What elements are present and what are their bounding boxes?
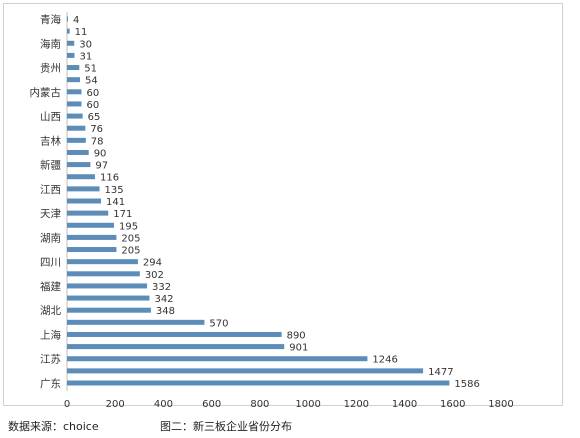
data-label: 97 bbox=[95, 161, 108, 172]
bar bbox=[67, 162, 91, 168]
data-label: 205 bbox=[121, 246, 140, 257]
bar bbox=[67, 89, 82, 95]
bar bbox=[67, 210, 109, 216]
data-label: 90 bbox=[94, 148, 107, 159]
bar bbox=[67, 65, 80, 71]
data-label: 302 bbox=[145, 270, 164, 281]
data-label: 1586 bbox=[454, 379, 479, 390]
data-label: 205 bbox=[121, 233, 140, 244]
bar bbox=[67, 380, 450, 386]
bar bbox=[67, 247, 117, 253]
data-label: 54 bbox=[85, 76, 98, 87]
x-tick-label: 0 bbox=[64, 399, 70, 407]
data-label: 135 bbox=[105, 185, 124, 196]
bar bbox=[67, 186, 100, 192]
data-label: 78 bbox=[91, 136, 104, 147]
bar bbox=[67, 222, 115, 228]
x-tick-label: 1000 bbox=[295, 399, 320, 407]
x-tick-label: 200 bbox=[106, 399, 125, 407]
data-label: 31 bbox=[79, 51, 92, 62]
category-label: 江苏 bbox=[40, 353, 61, 366]
category-label: 新疆 bbox=[40, 159, 61, 172]
data-label: 76 bbox=[90, 124, 103, 135]
category-label: 海南 bbox=[40, 37, 61, 50]
data-label: 890 bbox=[287, 330, 306, 341]
data-label: 11 bbox=[75, 27, 88, 38]
category-label: 内蒙古 bbox=[30, 86, 62, 99]
bar bbox=[67, 77, 81, 83]
bar bbox=[67, 113, 83, 119]
data-label: 30 bbox=[79, 39, 92, 50]
bar bbox=[67, 137, 86, 143]
data-label: 65 bbox=[88, 112, 101, 123]
bar bbox=[67, 125, 86, 131]
bar bbox=[67, 28, 70, 34]
bar bbox=[67, 283, 148, 289]
data-label: 171 bbox=[113, 209, 132, 220]
bar bbox=[67, 101, 82, 107]
x-tick-label: 1200 bbox=[344, 399, 369, 407]
category-label: 湖北 bbox=[40, 305, 61, 317]
bar bbox=[67, 149, 89, 155]
x-tick-label: 600 bbox=[202, 399, 221, 407]
data-label: 1246 bbox=[372, 355, 397, 366]
bar bbox=[67, 174, 95, 180]
data-label: 60 bbox=[86, 88, 99, 99]
category-label: 青海 bbox=[40, 13, 61, 26]
category-label: 吉林 bbox=[40, 134, 61, 147]
bar bbox=[67, 344, 285, 350]
bar bbox=[67, 295, 150, 301]
data-label: 332 bbox=[152, 282, 171, 293]
category-label: 天津 bbox=[40, 208, 61, 220]
figure-caption: 图二：新三板企业省份分布 bbox=[160, 420, 292, 433]
bar bbox=[67, 52, 75, 58]
chart-frame: 4 青海 11 30 海南 31 51 贵州 54 60 内蒙古 60 65 山西 76 78 吉林 90 97 新疆… bbox=[3, 3, 563, 407]
category-label: 福建 bbox=[40, 280, 61, 293]
bar-chart: 4青海1130海南3151贵州5460内蒙古6065山西7678吉林9097新疆… bbox=[30, 12, 514, 407]
bar bbox=[67, 368, 424, 374]
bar bbox=[67, 16, 68, 22]
bar bbox=[67, 40, 75, 46]
x-tick-label: 400 bbox=[154, 399, 173, 407]
category-label: 湖南 bbox=[40, 231, 61, 244]
data-label: 195 bbox=[119, 221, 138, 232]
data-label: 294 bbox=[143, 258, 162, 269]
data-label: 901 bbox=[289, 343, 308, 354]
category-label: 江西 bbox=[40, 184, 61, 196]
x-tick-label: 800 bbox=[250, 399, 269, 407]
category-label: 广东 bbox=[40, 377, 61, 390]
x-tick-label: 1400 bbox=[392, 399, 417, 407]
bar bbox=[67, 271, 140, 277]
category-label: 山西 bbox=[40, 111, 61, 123]
source-note: 数据来源：choice bbox=[8, 420, 99, 433]
category-label: 上海 bbox=[40, 328, 61, 341]
data-label: 116 bbox=[100, 173, 119, 184]
data-label: 342 bbox=[154, 294, 173, 305]
data-label: 141 bbox=[106, 197, 125, 208]
data-label: 60 bbox=[86, 100, 99, 111]
x-tick-label: 1600 bbox=[440, 399, 465, 407]
data-label: 4 bbox=[73, 15, 79, 26]
data-label: 570 bbox=[209, 318, 228, 329]
bar bbox=[67, 198, 101, 204]
bar bbox=[67, 356, 368, 362]
bar bbox=[67, 259, 138, 265]
x-tick-label: 1800 bbox=[488, 399, 513, 407]
bar bbox=[67, 307, 151, 313]
data-label: 51 bbox=[84, 64, 97, 75]
data-label: 348 bbox=[156, 306, 175, 317]
bar bbox=[67, 331, 282, 337]
category-label: 贵州 bbox=[40, 62, 61, 75]
bar bbox=[67, 234, 117, 240]
data-label: 1477 bbox=[428, 367, 453, 378]
category-label: 四川 bbox=[40, 257, 61, 269]
bar bbox=[67, 319, 205, 325]
